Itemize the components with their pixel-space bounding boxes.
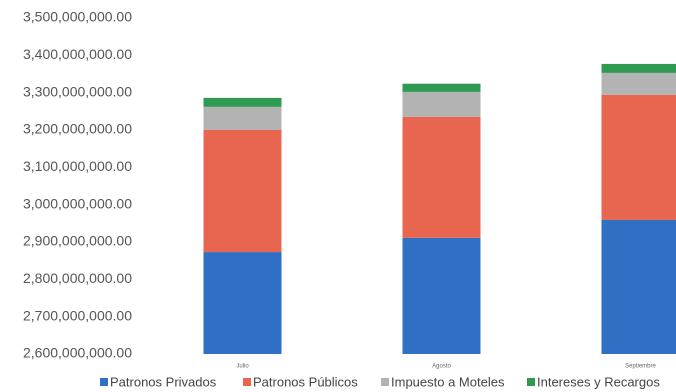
legend-label: Patronos Privados xyxy=(110,374,217,389)
bar-segment xyxy=(402,83,481,92)
legend-label: Impuesto a Moteles xyxy=(391,374,505,389)
bar-segment xyxy=(402,91,481,117)
y-tick-label: 2,600,000,000.00 xyxy=(23,345,132,361)
legend-swatch xyxy=(527,378,535,386)
legend-swatch xyxy=(381,378,389,386)
legend-label: Intereses y Recargos xyxy=(537,374,660,389)
y-tick-label: 2,800,000,000.00 xyxy=(23,270,132,286)
x-tick-label: Septiembre xyxy=(625,364,656,370)
x-tick-label: Agosto xyxy=(432,364,451,370)
bar-segment xyxy=(203,97,282,107)
x-tick-label: Julio xyxy=(236,364,249,370)
y-tick-label: 3,300,000,000.00 xyxy=(23,83,132,99)
legend-swatch xyxy=(243,378,251,386)
legend-swatch xyxy=(100,378,108,386)
bar-segment xyxy=(203,252,282,354)
bar-segment xyxy=(601,63,676,73)
legend-label: Patronos Públicos xyxy=(253,374,358,389)
bar-segment xyxy=(601,72,676,95)
bar-segment xyxy=(601,94,676,220)
bar-segment xyxy=(402,116,481,238)
y-tick-label: 3,500,000,000.00 xyxy=(23,9,132,25)
y-tick-label: 3,200,000,000.00 xyxy=(23,121,132,137)
bar-segment xyxy=(203,130,282,253)
y-tick-label: 3,000,000,000.00 xyxy=(23,195,132,211)
bar-segment xyxy=(402,237,481,354)
y-tick-label: 3,100,000,000.00 xyxy=(23,158,132,174)
y-tick-label: 3,400,000,000.00 xyxy=(23,46,132,62)
bar-segment xyxy=(601,219,676,354)
y-tick-label: 2,700,000,000.00 xyxy=(23,307,132,323)
bar-segment xyxy=(203,106,282,130)
y-tick-label: 2,900,000,000.00 xyxy=(23,233,132,249)
